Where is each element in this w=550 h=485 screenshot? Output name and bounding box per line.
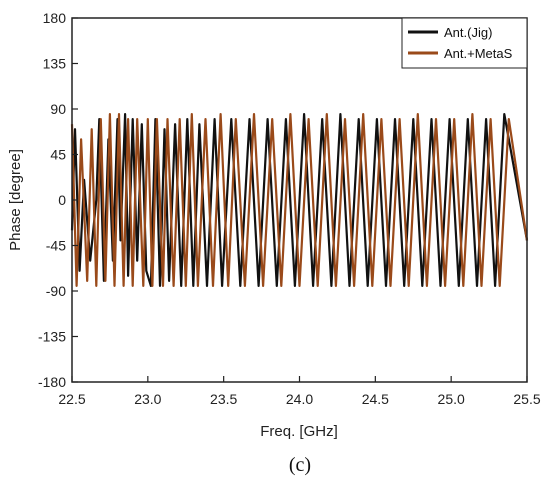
x-tick-label: 23.0 xyxy=(134,391,161,407)
y-tick-label: 90 xyxy=(50,101,66,117)
ticks-layer: 22.5 23.0 23.5 24.0 24.5 25.0 25.5 180 135 90 45 0 -… xyxy=(38,10,541,407)
legend: Ant.(Jig) Ant.+MetaS xyxy=(401,17,528,69)
y-tick-label: 0 xyxy=(58,192,66,208)
y-tick-label: -45 xyxy=(46,238,66,254)
y-tick-label: -180 xyxy=(38,374,66,390)
y-tick-label: -135 xyxy=(38,329,66,345)
figure-caption: (c) xyxy=(289,454,311,476)
legend-label-metas: Ant.+MetaS xyxy=(444,46,513,61)
y-tick-label: -90 xyxy=(46,283,66,299)
legend-label-jig: Ant.(Jig) xyxy=(444,25,492,40)
legend-box xyxy=(401,17,528,69)
x-tick-label: 24.5 xyxy=(362,391,389,407)
x-tick-label: 25.5 xyxy=(513,391,540,407)
series-layer xyxy=(70,112,529,287)
y-tick-label: 180 xyxy=(43,10,67,26)
y-tick-label: 135 xyxy=(43,56,67,72)
y-axis-title: Phase [degree] xyxy=(7,149,24,251)
x-tick-label: 24.0 xyxy=(286,391,313,407)
series-line-1 xyxy=(70,112,529,287)
x-tick-label: 23.5 xyxy=(210,391,237,407)
x-axis-title: Freq. [GHz] xyxy=(260,423,338,440)
x-tick-label: 25.0 xyxy=(438,391,465,407)
x-tick-label: 22.5 xyxy=(58,391,85,407)
y-tick-label: 45 xyxy=(50,147,66,163)
